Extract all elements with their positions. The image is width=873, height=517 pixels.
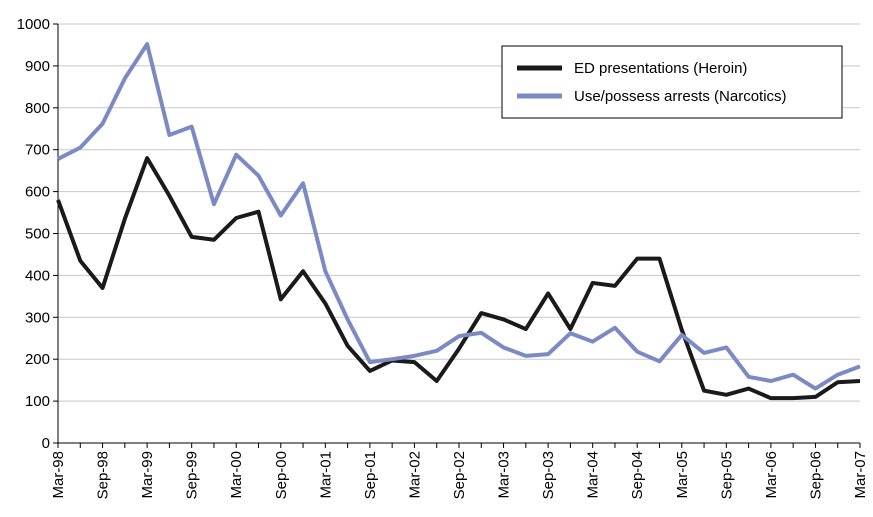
x-tick-label: Mar-99 [139, 451, 156, 499]
legend-box [501, 45, 843, 119]
y-tick-label: 200 [25, 351, 50, 368]
y-tick-label: 1000 [17, 16, 50, 33]
x-tick-label: Mar-07 [852, 451, 869, 499]
x-tick-label: Sep-04 [629, 451, 646, 499]
y-tick-label: 400 [25, 267, 50, 284]
x-tick-label: Mar-05 [674, 451, 691, 499]
x-tick-label: Sep-06 [807, 451, 824, 499]
x-tick-label: Sep-05 [718, 451, 735, 499]
y-tick-label: 100 [25, 393, 50, 410]
legend-label: ED presentations (Heroin) [574, 60, 747, 77]
y-tick-label: 0 [42, 435, 50, 452]
y-tick-label: 800 [25, 100, 50, 117]
series-line [56, 156, 861, 401]
y-tick-label: 900 [25, 58, 50, 75]
x-tick-label: Mar-04 [585, 451, 602, 499]
x-tick-label: Sep-01 [362, 451, 379, 499]
y-tick-label: 700 [25, 142, 50, 159]
x-tick-label: Sep-98 [95, 451, 112, 499]
x-tick-label: Mar-01 [317, 451, 334, 499]
y-tick-label: 600 [25, 184, 50, 201]
x-tick-label: Sep-03 [540, 451, 557, 499]
series-line [57, 42, 861, 391]
x-tick-label: Mar-02 [406, 451, 423, 499]
x-tick-label: Mar-03 [496, 451, 513, 499]
x-tick-label: Sep-00 [273, 451, 290, 499]
x-tick-label: Mar-98 [50, 451, 67, 499]
x-tick-label: Mar-06 [763, 451, 780, 499]
y-tick-label: 300 [25, 309, 50, 326]
y-tick-label: 500 [25, 226, 50, 243]
x-tick-label: Sep-99 [184, 451, 201, 499]
x-tick-label: Mar-00 [228, 451, 245, 499]
legend-label: Use/possess arrests (Narcotics) [574, 88, 787, 105]
x-tick-label: Sep-02 [451, 451, 468, 499]
